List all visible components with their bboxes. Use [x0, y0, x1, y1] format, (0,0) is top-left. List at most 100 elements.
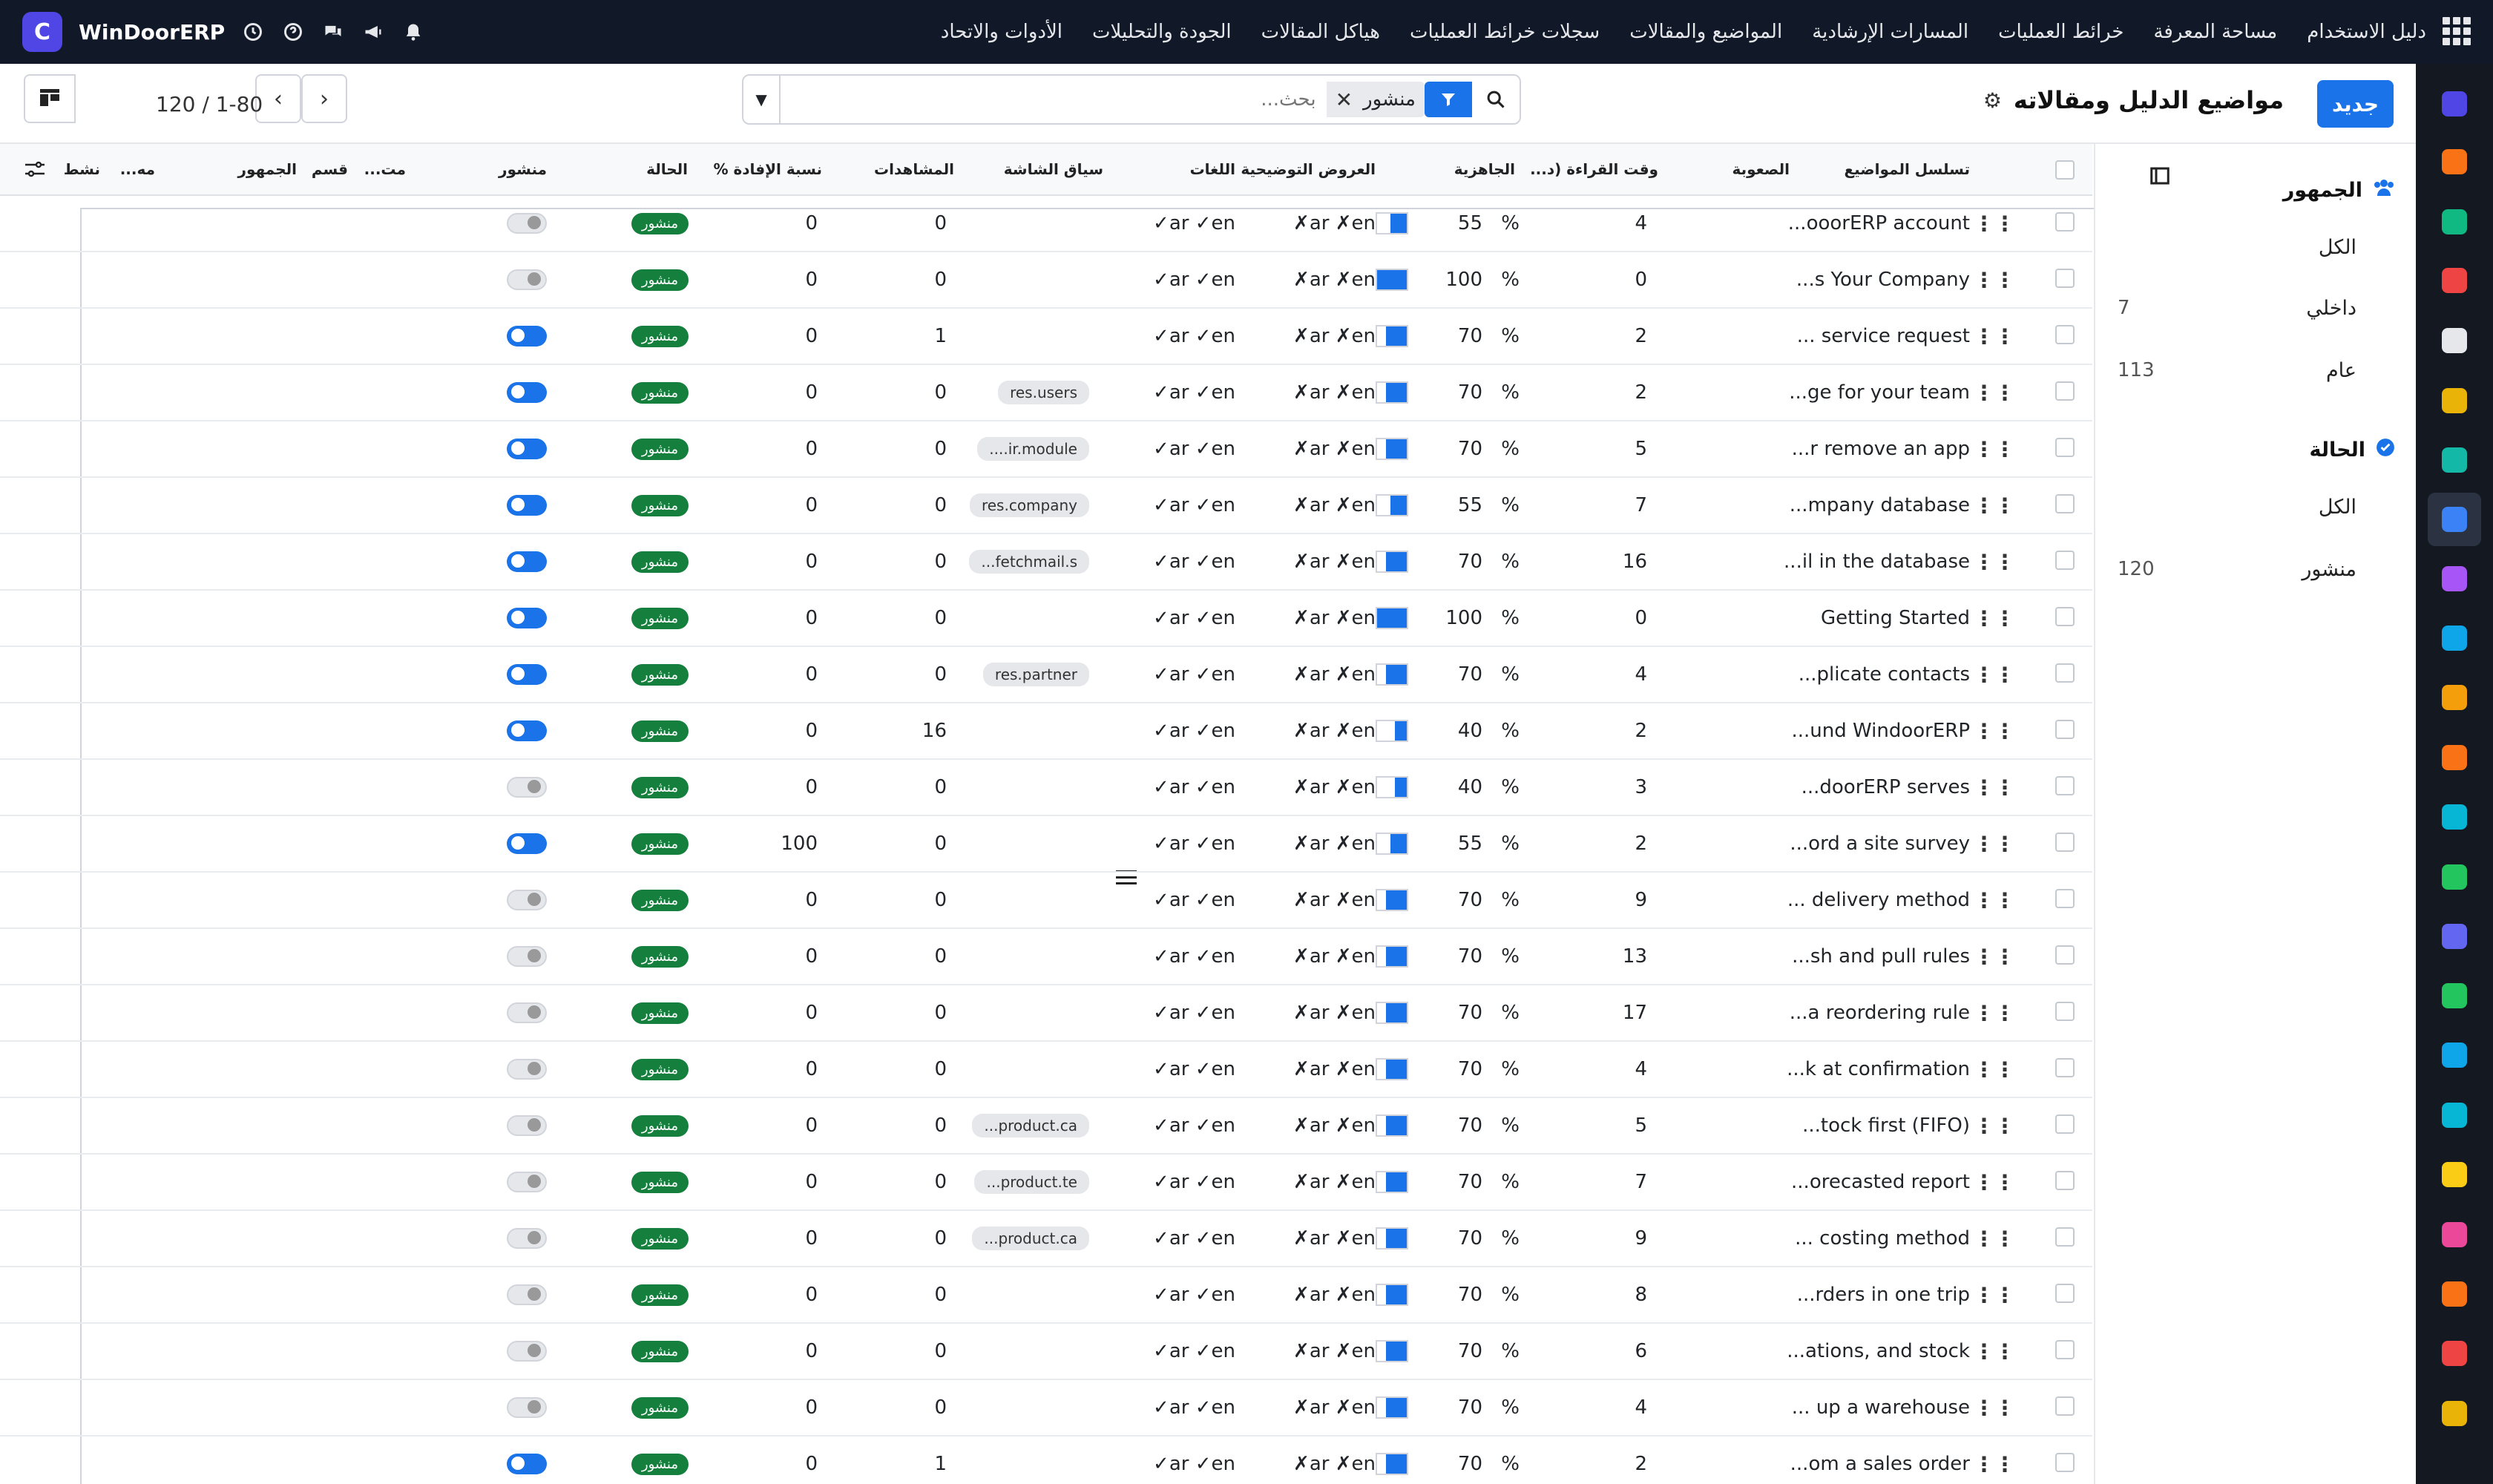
table-row[interactable]: ⋮⋮ sh and pull rules... 13% 70 ar ✗en✗ ar ✓en… [0, 929, 2092, 985]
col-helpful[interactable]: نسبة الإفادة % [713, 160, 822, 178]
menu-item[interactable]: الجودة والتحليلات [1092, 21, 1232, 43]
published-toggle[interactable] [507, 929, 547, 984]
table-row[interactable]: ⋮⋮ a reordering rule... 17% 70 ar ✗en✗ ar ✓en… [0, 985, 2092, 1042]
app-rail-item-icon[interactable] [2437, 144, 2472, 180]
app-rail-item-icon[interactable] [2437, 323, 2472, 358]
published-toggle[interactable] [507, 1155, 547, 1209]
drag-handle-icon[interactable]: ⋮⋮ [1974, 380, 2015, 405]
drag-handle-icon[interactable]: ⋮⋮ [1974, 267, 2015, 292]
published-toggle[interactable] [507, 1098, 547, 1153]
app-rail-item-icon[interactable] [2437, 1336, 2472, 1371]
row-checkbox[interactable] [2055, 438, 2075, 457]
drag-handle-icon[interactable]: ⋮⋮ [1974, 1000, 2015, 1025]
panel-toggle-icon[interactable] [2149, 165, 2171, 193]
row-checkbox[interactable] [2055, 1114, 2075, 1134]
row-checkbox[interactable] [2055, 1396, 2075, 1416]
col-readiness[interactable]: الجاهزية [1454, 160, 1515, 178]
facet-remove-icon[interactable]: ✕ [1335, 87, 1353, 112]
table-row[interactable]: ⋮⋮ ooorERP account... 4% 55 ar ✗en✗ ar ✓en✓ 0 0… [0, 196, 2092, 252]
app-rail-item-icon[interactable] [2437, 859, 2472, 895]
app-rail-item-icon[interactable] [2437, 1396, 2472, 1431]
app-rail-item-icon[interactable] [2437, 561, 2472, 597]
col-difficulty[interactable]: الصعوبة [1732, 160, 1790, 178]
new-button[interactable]: جديد [2316, 80, 2394, 128]
row-checkbox[interactable] [2055, 1453, 2075, 1472]
app-rail-item-icon[interactable] [2437, 799, 2472, 835]
app-rail-item-icon[interactable] [2437, 1097, 2472, 1133]
table-row[interactable]: ⋮⋮ costing method ... 9% 70 ar ✗en✗ ar ✓en✓ pr… [0, 1211, 2092, 1267]
app-rail-item-icon[interactable] [2428, 493, 2481, 546]
published-toggle[interactable] [507, 534, 547, 589]
col-more-2[interactable]: مه... [119, 160, 155, 178]
col-views[interactable]: المشاهدات [873, 160, 954, 178]
col-audience[interactable]: الجمهور [237, 160, 297, 178]
published-toggle[interactable] [507, 760, 547, 815]
drag-handle-icon[interactable]: ⋮⋮ [1974, 1113, 2015, 1138]
table-row[interactable]: ⋮⋮ ord a site survey... 2% 55 ar ✗en✗ ar ✓en✓… [0, 816, 2092, 873]
table-row[interactable]: ⋮⋮ ations, and stock... 6% 70 ar ✗en✗ ar ✓en✓… [0, 1324, 2092, 1380]
row-checkbox[interactable] [2055, 776, 2075, 795]
col-languages[interactable]: اللغات [1189, 160, 1235, 178]
row-checkbox[interactable] [2055, 1284, 2075, 1303]
panel-item-label[interactable]: الكل [2318, 236, 2356, 259]
menu-item[interactable]: المسارات الإرشادية [1812, 21, 1969, 43]
app-rail-item-icon[interactable] [2437, 919, 2472, 954]
menu-item[interactable]: خرائط العمليات [1998, 21, 2124, 43]
megaphone-icon[interactable] [361, 20, 385, 44]
table-row[interactable]: ⋮⋮ und WindoorERP... 2% 40 ar ✗en✗ ar ✓en✓ 16 0… [0, 703, 2092, 760]
bell-icon[interactable] [401, 20, 425, 44]
app-rail-item-icon[interactable] [2437, 978, 2472, 1014]
row-checkbox[interactable] [2055, 833, 2075, 852]
col-reading-time[interactable]: وقت القراءة (د... [1530, 160, 1658, 178]
published-toggle[interactable] [507, 421, 547, 476]
drag-handle-icon[interactable]: ⋮⋮ [1974, 549, 2015, 574]
menu-item[interactable]: هياكل المقالات [1261, 21, 1380, 43]
drag-handle-icon[interactable]: ⋮⋮ [1974, 1057, 2015, 1082]
panel-item-label[interactable]: داخلي [2306, 297, 2356, 320]
table-row[interactable]: ⋮⋮ Getting Started 0% 100 ar ✗en✗ ar ✓en✓ 0 0 من… [0, 591, 2092, 647]
published-toggle[interactable] [507, 591, 547, 646]
col-state[interactable]: الحالة [646, 160, 688, 178]
row-checkbox[interactable] [2055, 720, 2075, 739]
table-row[interactable]: ⋮⋮ rders in one trip... 8% 70 ar ✗en✗ ar ✓en✓… [0, 1267, 2092, 1324]
drag-handle-icon[interactable]: ⋮⋮ [1974, 324, 2015, 349]
drag-handle-icon[interactable]: ⋮⋮ [1974, 436, 2015, 462]
col-published[interactable]: منشور [499, 160, 547, 178]
row-checkbox[interactable] [2055, 1171, 2075, 1190]
gear-icon[interactable]: ⚙ [1983, 88, 2002, 113]
row-checkbox[interactable] [2055, 663, 2075, 683]
published-toggle[interactable] [507, 1380, 547, 1435]
panel-item-label[interactable]: الكل [2318, 496, 2356, 519]
table-row[interactable]: ⋮⋮ tock first (FIFO)... 5% 70 ar ✗en✗ ar ✓en✓… [0, 1098, 2092, 1155]
published-toggle[interactable] [507, 309, 547, 364]
app-rail-item-icon[interactable] [2437, 86, 2472, 122]
row-checkbox[interactable] [2055, 1340, 2075, 1359]
drag-handle-icon[interactable]: ⋮⋮ [1974, 944, 2015, 969]
company-name[interactable]: WinDoorERP [79, 19, 226, 45]
table-row[interactable]: ⋮⋮ mpany database... 7% 55 ar ✗en✗ ar ✓en✓ res… [0, 478, 2092, 534]
app-rail-item-icon[interactable] [2437, 1037, 2472, 1073]
app-rail-item-icon[interactable] [2437, 1217, 2472, 1252]
optional-columns-icon[interactable] [24, 144, 46, 194]
drag-handle-icon[interactable]: ⋮⋮ [1974, 887, 2015, 913]
published-toggle[interactable] [507, 647, 547, 702]
table-row[interactable]: ⋮⋮ up a warehouse ... 4% 70 ar ✗en✗ ar ✓en✓ 0 0… [0, 1380, 2092, 1437]
table-row[interactable]: ⋮⋮ s Your Company... 0% 100 ar ✗en✗ ar ✓en✓ 0 0… [0, 252, 2092, 309]
table-row[interactable]: ⋮⋮ ge for your team... 2% 70 ar ✗en✗ ar ✓en✓ r… [0, 365, 2092, 421]
col-sequence[interactable]: تسلسل المواضيع [1844, 160, 1970, 178]
published-toggle[interactable] [507, 1437, 547, 1484]
published-toggle[interactable] [507, 478, 547, 533]
drag-handle-icon[interactable]: ⋮⋮ [1974, 775, 2015, 800]
menu-item[interactable]: الأدوات والاتحاد [940, 21, 1063, 43]
search-icon[interactable] [1472, 76, 1520, 123]
pager-previous-button[interactable]: ‹ [301, 74, 347, 123]
published-toggle[interactable] [507, 1324, 547, 1379]
row-checkbox[interactable] [2055, 1058, 2075, 1077]
table-row[interactable]: ⋮⋮ plicate contacts... 4% 70 ar ✗en✗ ar ✓en✓ r… [0, 647, 2092, 703]
drag-handle-icon[interactable]: ⋮⋮ [1974, 718, 2015, 743]
search-input[interactable] [781, 88, 1327, 111]
row-checkbox[interactable] [2055, 494, 2075, 513]
select-all-checkbox[interactable] [2055, 160, 2075, 180]
table-row[interactable]: ⋮⋮ il in the database... 16% 70 ar ✗en✗ ar ✓e… [0, 534, 2092, 591]
app-rail-item-icon[interactable] [2437, 680, 2472, 715]
